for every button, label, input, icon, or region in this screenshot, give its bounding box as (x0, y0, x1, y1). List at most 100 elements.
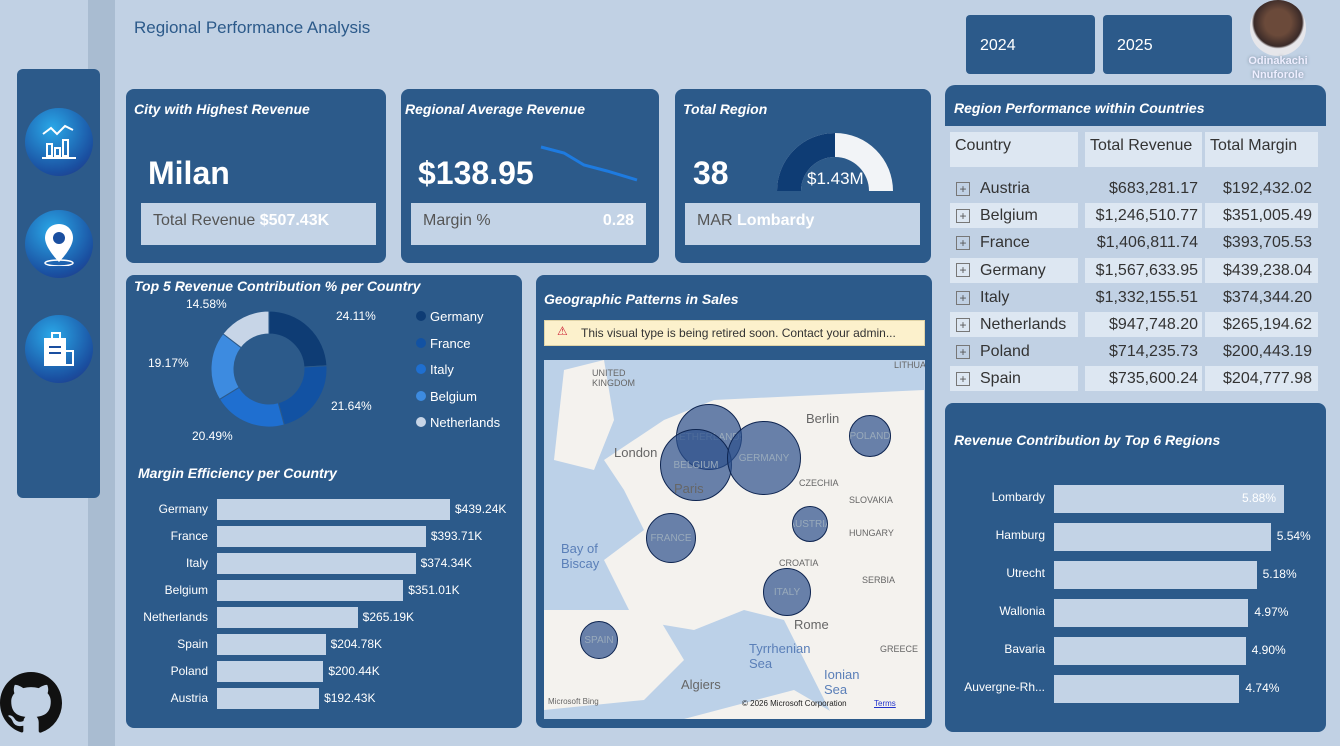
github-icon[interactable] (0, 672, 62, 734)
donut-slice-netherlands[interactable] (222, 310, 270, 349)
table-row-country[interactable]: + Italy (950, 285, 1078, 310)
map-bubble-poland[interactable]: POLAND (849, 415, 891, 457)
donut-slice-germany[interactable] (268, 310, 328, 368)
expand-icon[interactable]: + (956, 372, 970, 387)
legend-item[interactable]: Belgium (416, 389, 477, 404)
margin-bar[interactable] (217, 688, 320, 709)
table-title: Region Performance within Countries (954, 100, 1205, 116)
sub-label: MAR (697, 212, 733, 229)
expand-icon[interactable]: + (956, 290, 970, 305)
expand-icon[interactable]: + (956, 344, 970, 359)
map-view[interactable]: NETHERLANDSBELGIUMGERMANYPOLANDFRANCEAUS… (544, 360, 925, 719)
legend-item[interactable]: Germany (416, 309, 483, 324)
year-2024-button[interactable]: 2024 (966, 15, 1095, 74)
map-bubble-spain[interactable]: SPAIN (580, 621, 618, 659)
expand-icon[interactable]: + (956, 181, 970, 196)
user-name: Odinakachi Nnuforole (1240, 54, 1316, 82)
legend-label: Germany (430, 309, 484, 324)
card-title: City with Highest Revenue (134, 101, 310, 117)
bar-category: Netherlands (143, 610, 208, 624)
table-cell-margin: $351,005.49 (1205, 203, 1318, 229)
map-provider: Microsoft Bing (548, 697, 599, 706)
map-place-label: CZECHIA (799, 478, 839, 488)
region-bar[interactable] (1054, 599, 1249, 627)
column-header[interactable]: Total Revenue (1085, 132, 1202, 167)
region-bar[interactable] (1054, 675, 1240, 703)
nav-analytics-button[interactable] (25, 108, 93, 176)
region-table: Region Performance within Countries Coun… (945, 85, 1326, 398)
map-bubble-italy[interactable]: ITALY (763, 568, 811, 616)
donut-label: 14.58% (186, 297, 227, 311)
table-row-country[interactable]: + Germany (950, 257, 1078, 283)
table-cell-revenue: $683,281.17 (1109, 180, 1198, 197)
warning-icon: ⚠ (557, 324, 568, 338)
map-terms-link[interactable]: Terms (874, 699, 896, 708)
bar-category: Germany (158, 502, 208, 516)
map-bubble-austria[interactable]: AUSTRIA (792, 506, 828, 542)
map-bubble-belgium[interactable]: BELGIUM (660, 429, 732, 501)
region-bar[interactable] (1054, 561, 1257, 589)
gauge-value: $1.43M (807, 169, 864, 188)
bar-category: Auvergne-Rh... (964, 680, 1045, 694)
analytics-chart-icon (42, 124, 76, 159)
margin-bar[interactable] (217, 526, 426, 547)
avatar (1250, 0, 1306, 56)
kpi-value: Milan (148, 155, 230, 191)
legend-label: Belgium (430, 388, 477, 404)
map-bubble-germany[interactable]: GERMANY (727, 421, 801, 495)
kpi-sub: Margin % 0.28 (411, 203, 646, 245)
table-cell-margin: $374,344.20 (1223, 288, 1312, 306)
table-cell-margin: $192,432.02 (1223, 180, 1312, 197)
country-name: Italy (980, 288, 1010, 306)
user-last-name: Nnuforole (1252, 69, 1304, 81)
margin-bar[interactable] (217, 499, 450, 520)
map-place-label: HUNGARY (849, 528, 894, 538)
region-bar[interactable] (1054, 523, 1271, 551)
nav-report-button[interactable] (25, 315, 93, 383)
country-name: Austria (980, 180, 1030, 197)
region-bar[interactable] (1054, 637, 1246, 665)
donut-slice-france[interactable] (277, 365, 328, 426)
legend-item[interactable]: Italy (416, 362, 454, 377)
donut-title: Top 5 Revenue Contribution % per Country (134, 278, 421, 294)
map-bubble-france[interactable]: FRANCE (646, 513, 696, 563)
legend-label: Italy (430, 362, 454, 377)
margin-bar[interactable] (217, 634, 326, 655)
bar-category: Italy (185, 556, 208, 570)
nav-location-button[interactable] (25, 210, 93, 278)
map-place-label: UNITED KINGDOM (592, 368, 636, 389)
kpi-sub: MAR Lombardy (685, 203, 920, 245)
table-cell-margin: $204,777.98 (1205, 366, 1318, 392)
legend-item[interactable]: France (416, 336, 470, 351)
table-row-country[interactable]: + France (950, 230, 1078, 255)
margin-bar[interactable] (217, 553, 416, 574)
bar-value: 4.90% (1251, 643, 1286, 657)
column-header[interactable]: Total Margin (1205, 132, 1318, 167)
bar-value: $192.43K (324, 691, 376, 705)
expand-icon[interactable]: + (956, 317, 970, 332)
card-title: Total Region (683, 101, 768, 117)
legend-item[interactable]: Netherlands (416, 415, 500, 430)
table-row-country[interactable]: + Spain (950, 366, 1078, 392)
margin-bar[interactable] (217, 661, 324, 682)
bar-value: $204.78K (330, 637, 383, 651)
margin-bar[interactable] (217, 607, 358, 628)
table-row-country[interactable]: + Poland (950, 339, 1078, 364)
sub-value: 0.28 (602, 212, 634, 229)
table-row-country[interactable]: + Austria (950, 176, 1078, 201)
bar-category: Wallonia (999, 604, 1045, 618)
expand-icon[interactable]: + (956, 208, 970, 223)
region-bar[interactable] (1054, 485, 1284, 513)
warning-text: This visual type is being retired soon. … (581, 326, 896, 340)
bar-value: $200.44K (328, 664, 380, 678)
expand-icon[interactable]: + (956, 236, 970, 251)
country-name: France (980, 234, 1030, 252)
year-2025-button[interactable]: 2025 (1103, 15, 1232, 74)
column-header[interactable]: Country (950, 132, 1078, 167)
bar-value: $393.71K (430, 529, 483, 543)
table-row-country[interactable]: + Belgium (950, 203, 1078, 229)
map-place-label: Rome (794, 617, 829, 632)
expand-icon[interactable]: + (956, 263, 970, 278)
table-row-country[interactable]: + Netherlands (950, 312, 1078, 337)
margin-bar[interactable] (217, 580, 404, 601)
